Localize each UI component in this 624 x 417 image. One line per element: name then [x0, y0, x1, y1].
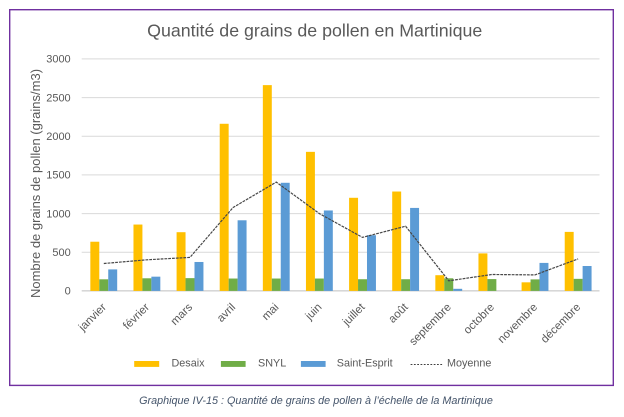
svg-text:Saint-Esprit: Saint-Esprit: [337, 357, 393, 369]
svg-text:SNYL: SNYL: [258, 357, 286, 369]
svg-text:2000: 2000: [46, 131, 70, 143]
svg-text:1000: 1000: [46, 208, 70, 220]
svg-text:janvier: janvier: [76, 301, 109, 334]
svg-text:2500: 2500: [46, 92, 70, 104]
svg-text:Quantité de grains de pollen e: Quantité de grains de pollen en Martiniq…: [147, 21, 482, 41]
svg-text:Moyenne: Moyenne: [447, 357, 491, 369]
svg-text:Graphique IV-15 : Quantité de: Graphique IV-15 : Quantité de grains de …: [139, 395, 493, 407]
svg-text:500: 500: [52, 247, 70, 259]
svg-text:février: février: [121, 301, 152, 332]
svg-text:août: août: [387, 301, 412, 326]
svg-text:novembre: novembre: [496, 301, 540, 345]
svg-text:Nombre de grains de pollen (gr: Nombre de grains de pollen (grains/m3): [28, 69, 43, 298]
svg-text:0: 0: [65, 286, 71, 298]
svg-text:avril: avril: [215, 301, 238, 324]
svg-text:décembre: décembre: [539, 301, 583, 345]
svg-text:1500: 1500: [46, 170, 70, 182]
svg-text:juillet: juillet: [340, 301, 368, 329]
svg-text:Desaix: Desaix: [172, 357, 206, 369]
svg-text:mai: mai: [260, 301, 281, 322]
svg-text:3000: 3000: [46, 54, 70, 66]
svg-text:mars: mars: [169, 301, 196, 328]
svg-text:octobre: octobre: [462, 301, 497, 336]
svg-text:septembre: septembre: [407, 301, 454, 348]
svg-text:juin: juin: [303, 301, 325, 323]
